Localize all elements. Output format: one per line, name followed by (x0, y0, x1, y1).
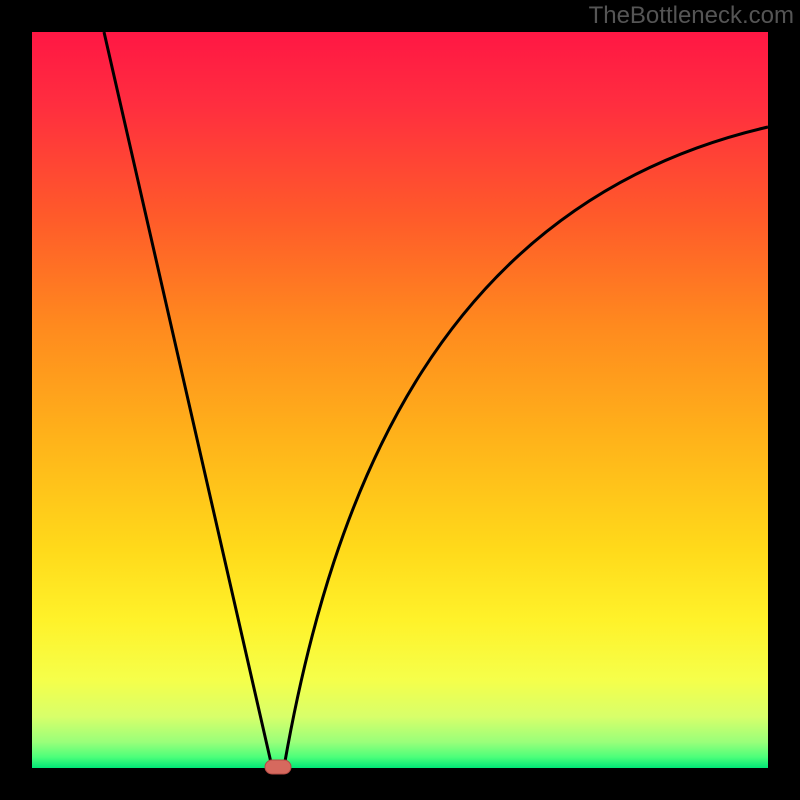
chart-container: TheBottleneck.com (0, 0, 800, 800)
gradient-background (32, 32, 768, 768)
plot-area (32, 32, 768, 768)
watermark-text: TheBottleneck.com (589, 2, 794, 30)
plot-svg (32, 32, 768, 768)
optimum-marker (265, 760, 291, 774)
